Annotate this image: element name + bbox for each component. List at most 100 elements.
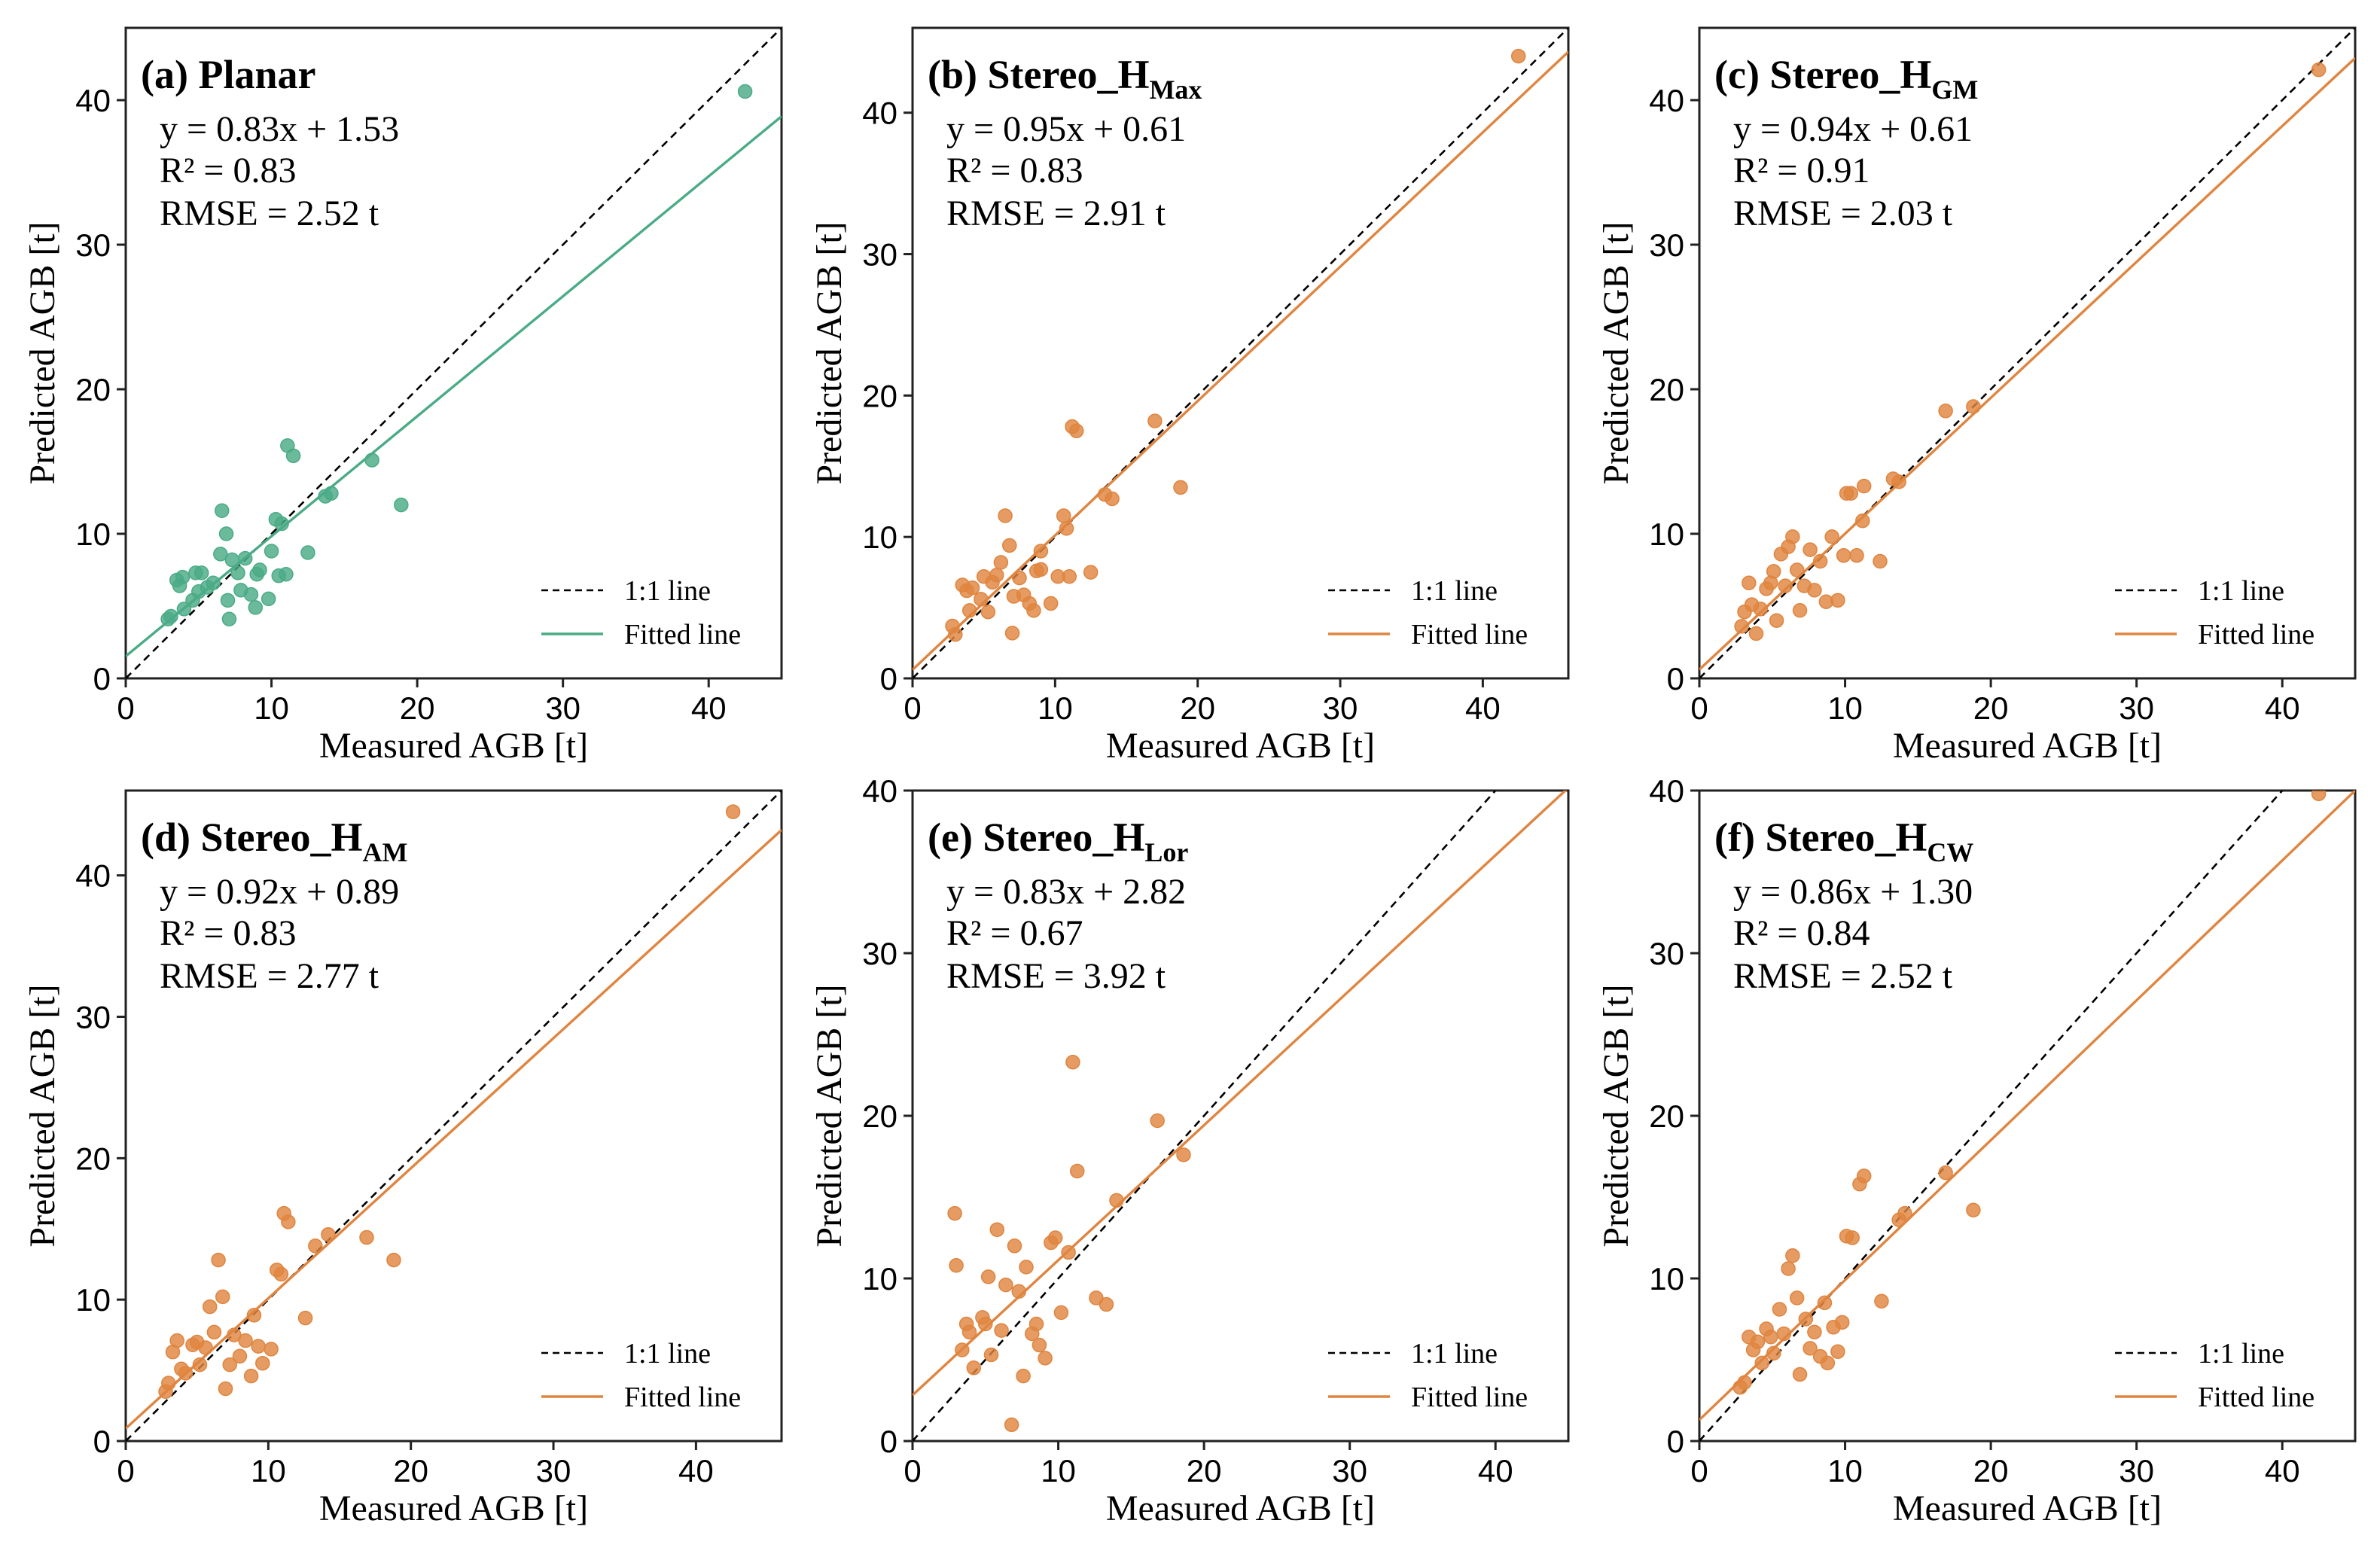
data-point [246, 1308, 262, 1323]
x-axis-label: Measured AGB [t] [1106, 1488, 1375, 1528]
data-point [1061, 1245, 1076, 1260]
fit-equation: y = 0.92x + 0.89 [160, 872, 399, 912]
data-point [1966, 399, 1981, 414]
data-point [243, 1368, 259, 1384]
x-tick-label: 10 [1827, 1453, 1863, 1488]
data-point [1147, 413, 1163, 428]
x-tick-label: 0 [1690, 1453, 1708, 1488]
y-axis-label: Predicted AGB [t] [1596, 984, 1636, 1247]
data-point [1820, 1355, 1836, 1371]
y-tick-label: 0 [93, 661, 111, 696]
legend-label-fitted: Fitted line [624, 619, 741, 651]
y-tick-label: 10 [1649, 1261, 1684, 1296]
y-tick-label: 10 [75, 1282, 111, 1318]
data-point [989, 568, 1004, 583]
data-point [198, 1340, 213, 1355]
y-tick-label: 0 [1667, 661, 1684, 696]
data-point [1855, 513, 1870, 529]
fitted-line [913, 50, 1568, 671]
data-point [1525, 767, 1539, 781]
data-point [1769, 613, 1784, 628]
data-point [1004, 1417, 1019, 1433]
x-axis-label: Measured AGB [t] [1893, 1488, 2162, 1528]
data-point [1897, 1205, 1912, 1221]
data-point [1807, 583, 1822, 598]
data-point [980, 604, 996, 620]
y-tick-label: 20 [1649, 1098, 1684, 1134]
y-tick-label: 0 [880, 661, 897, 696]
r-squared: R² = 0.67 [946, 913, 1083, 953]
x-tick-label: 40 [2265, 1453, 2300, 1488]
y-axis-label: Predicted AGB [t] [23, 221, 62, 484]
data-point [206, 575, 221, 591]
y-tick-label: 30 [862, 237, 897, 273]
x-tick-label: 40 [1478, 1453, 1513, 1488]
data-point [983, 1347, 999, 1363]
panel-title-main: (b) Stereo_H [928, 52, 1149, 97]
data-point [1766, 1345, 1781, 1361]
data-point [300, 545, 315, 560]
y-tick-label: 20 [75, 372, 111, 407]
legend-label-one-to-one: 1:1 line [1411, 575, 1498, 607]
data-point [1792, 603, 1808, 618]
rmse-value: RMSE = 2.77 t [160, 956, 379, 996]
data-point [218, 526, 234, 541]
data-point [215, 1289, 230, 1305]
panel-b: 0 10 20 30 40 0 10 20 30 40 Measured AGB [t] Predic… [809, 26, 1570, 766]
data-point [1849, 548, 1864, 563]
r-squared: R² = 0.83 [160, 913, 296, 953]
y-axis-label: Predicted AGB [t] [1596, 221, 1636, 484]
data-point [1737, 1375, 1752, 1390]
data-point [1938, 1165, 1953, 1181]
data-point [214, 503, 230, 519]
legend-label-fitted: Fitted line [624, 1382, 741, 1413]
y-tick-label: 0 [880, 1424, 897, 1459]
y-tick-label: 10 [1649, 516, 1684, 552]
data-point [955, 1342, 970, 1357]
data-point [1099, 1296, 1114, 1312]
x-tick-label: 30 [536, 1453, 571, 1488]
data-point [1781, 1261, 1796, 1276]
data-point [1845, 1230, 1860, 1245]
data-point [1836, 548, 1851, 563]
data-point [1776, 1326, 1792, 1342]
x-tick-label: 10 [1038, 690, 1073, 726]
panel-title-subscript: GM [1931, 75, 1978, 105]
panel-title-subscript: Max [1149, 75, 1202, 105]
data-point [989, 1222, 1005, 1237]
x-tick-label: 10 [254, 690, 289, 726]
data-point [998, 508, 1013, 523]
data-point [1785, 529, 1800, 544]
panel-title-main: (f) Stereo_H [1714, 815, 1927, 860]
data-point [1874, 1293, 1889, 1309]
rmse-value: RMSE = 2.03 t [1733, 193, 1953, 233]
y-tick-label: 40 [75, 858, 111, 894]
data-point [1966, 1202, 1981, 1218]
data-point [213, 547, 228, 562]
x-axis-label: Measured AGB [t] [1106, 726, 1375, 766]
legend-label-one-to-one: 1:1 line [2198, 1338, 2284, 1370]
legend-label-fitted: Fitted line [2198, 1382, 2314, 1413]
data-point [1028, 1316, 1044, 1332]
data-point [1766, 564, 1781, 579]
data-point [279, 567, 294, 582]
panel-title: (e) Stereo_HLor [928, 815, 1188, 867]
data-point [961, 1324, 977, 1340]
data-point [211, 1252, 226, 1268]
data-point [243, 587, 259, 602]
y-tick-label: 20 [862, 1098, 897, 1134]
x-tick-label: 40 [691, 690, 727, 726]
data-point [1807, 1324, 1822, 1340]
x-tick-label: 20 [1973, 1453, 2009, 1488]
data-point [1059, 521, 1074, 536]
x-tick-label: 10 [251, 1453, 286, 1488]
data-point [221, 611, 237, 627]
data-point [947, 1205, 962, 1221]
data-point [980, 1269, 996, 1284]
rmse-value: RMSE = 3.92 t [946, 956, 1166, 996]
x-tick-label: 40 [2265, 690, 2300, 726]
data-point [1002, 538, 1017, 553]
data-point [1510, 48, 1526, 64]
data-point [324, 486, 339, 501]
